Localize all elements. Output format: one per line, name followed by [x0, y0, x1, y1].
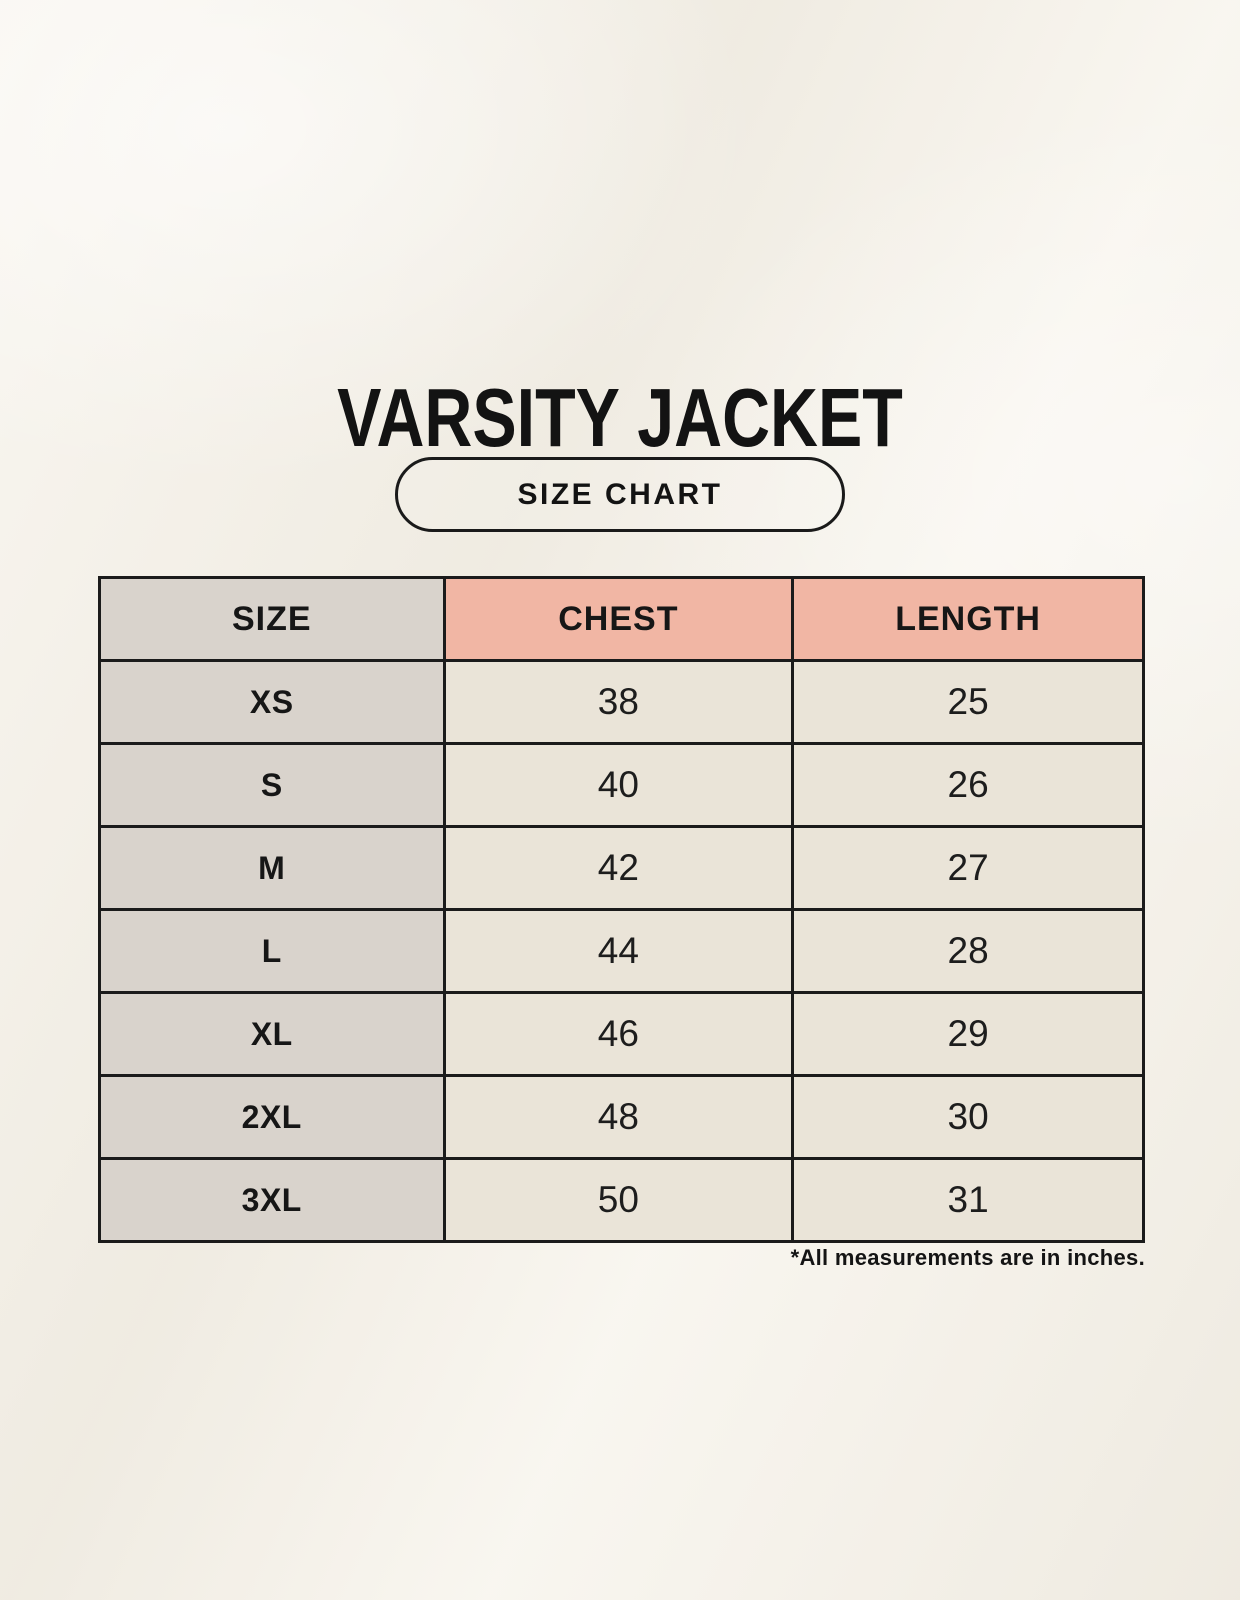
size-cell: S [98, 742, 446, 828]
size-cell: XS [98, 659, 446, 745]
column-header-length: LENGTH [791, 576, 1145, 662]
size-cell: L [98, 908, 446, 994]
size-chart-table: SIZE CHEST LENGTH XS 38 25 S 40 26 M 42 … [98, 576, 1145, 1243]
chest-cell: 46 [442, 991, 795, 1077]
table-row-l: L 44 28 [98, 908, 1145, 994]
table-row-xl: XL 46 29 [98, 991, 1145, 1077]
column-header-chest: CHEST [442, 576, 795, 662]
table-row-xs: XS 38 25 [98, 659, 1145, 745]
table-row-3xl: 3XL 50 31 [98, 1157, 1145, 1243]
length-cell: 27 [791, 825, 1145, 911]
length-cell: 29 [791, 991, 1145, 1077]
length-cell: 30 [791, 1074, 1145, 1160]
table-row-m: M 42 27 [98, 825, 1145, 911]
table-row-2xl: 2XL 48 30 [98, 1074, 1145, 1160]
size-cell: 3XL [98, 1157, 446, 1243]
size-cell: XL [98, 991, 446, 1077]
size-chart-badge-label: SIZE CHART [517, 477, 723, 511]
page-title: VARSITY JACKET [337, 370, 903, 464]
measurements-footnote: *All measurements are in inches. [790, 1245, 1145, 1270]
size-cell: 2XL [98, 1074, 446, 1160]
chest-cell: 50 [442, 1157, 795, 1243]
size-chart-badge: SIZE CHART [395, 457, 845, 532]
length-cell: 28 [791, 908, 1145, 994]
table-row-s: S 40 26 [98, 742, 1145, 828]
chest-cell: 42 [442, 825, 795, 911]
table-header-row: SIZE CHEST LENGTH [98, 576, 1145, 662]
size-cell: M [98, 825, 446, 911]
chest-cell: 44 [442, 908, 795, 994]
chest-cell: 38 [442, 659, 795, 745]
chest-cell: 48 [442, 1074, 795, 1160]
length-cell: 31 [791, 1157, 1145, 1243]
length-cell: 26 [791, 742, 1145, 828]
length-cell: 25 [791, 659, 1145, 745]
column-header-size: SIZE [98, 576, 446, 662]
chest-cell: 40 [442, 742, 795, 828]
